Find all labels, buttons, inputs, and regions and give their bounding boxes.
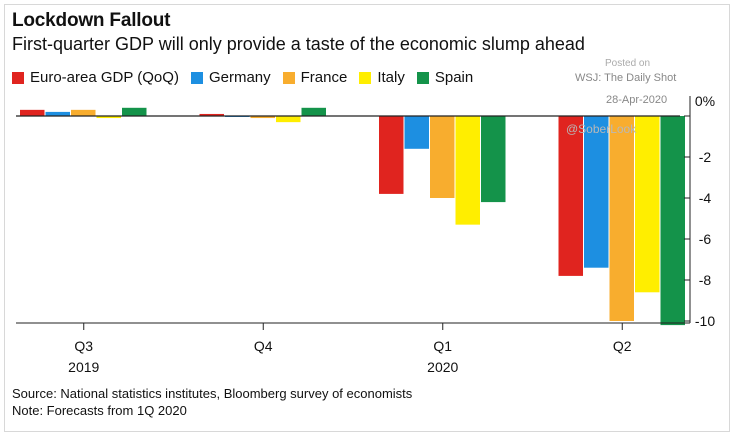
y-tick-label: -10 <box>695 313 715 329</box>
legend-swatch <box>359 71 372 84</box>
x-tick-label: Q1 <box>433 338 452 354</box>
bar <box>660 116 685 326</box>
legend-swatch <box>190 71 203 84</box>
bar <box>20 109 45 116</box>
bar <box>481 116 506 203</box>
bar <box>584 116 609 268</box>
legend-label: Euro-area GDP (QoQ) <box>30 69 179 86</box>
x-year-label: 2020 <box>427 359 458 375</box>
bar <box>96 116 121 119</box>
legend-item-france: France <box>282 69 348 86</box>
credit-handle: @SoberLook <box>566 122 637 136</box>
legend-swatch <box>282 71 295 84</box>
y-tick-label: -6 <box>699 231 712 247</box>
credit-wsj: WSJ: The Daily Shot <box>575 72 677 84</box>
legend-swatch <box>12 71 24 84</box>
bar <box>635 116 660 293</box>
bar <box>455 116 480 225</box>
legend-swatch <box>416 71 429 84</box>
legend-label: Germany <box>208 69 271 86</box>
chart-subtitle: First-quarter GDP will only provide a ta… <box>12 34 585 54</box>
legend-item-spain: Spain <box>416 69 474 86</box>
bar <box>430 116 455 198</box>
legend: Euro-area GDP (QoQ) Germany France Italy… <box>12 69 485 86</box>
source-note: Source: National statistics institutes, … <box>12 386 413 401</box>
x-tick-label: Q4 <box>254 338 273 354</box>
forecast-note: Note: Forecasts from 1Q 2020 <box>12 403 187 418</box>
y-tick-label: -4 <box>699 190 712 206</box>
bar <box>250 116 275 119</box>
bar <box>199 113 224 116</box>
y-tick-label: -2 <box>699 149 712 165</box>
legend-item-italy: Italy <box>359 69 405 86</box>
legend-label: Spain <box>434 69 474 86</box>
bar <box>122 107 147 116</box>
legend-item-euro-area: Euro-area GDP (QoQ) <box>12 69 179 86</box>
bar <box>45 111 70 116</box>
chart-frame <box>4 4 730 432</box>
bar <box>558 116 583 276</box>
legend-item-germany: Germany <box>190 69 271 86</box>
y-tick-label: -8 <box>699 272 712 288</box>
y-tick-label: 0% <box>695 93 715 109</box>
bar <box>609 116 634 321</box>
credit-posted-on: Posted on <box>605 58 651 69</box>
x-year-label: 2019 <box>68 359 99 375</box>
x-tick-label: Q2 <box>613 338 632 354</box>
bar <box>379 116 404 194</box>
credit-date: 28-Apr-2020 <box>606 94 668 106</box>
bar <box>404 116 429 149</box>
bar <box>71 109 96 116</box>
bar <box>301 107 326 116</box>
bar <box>276 116 301 123</box>
chart-title: Lockdown Fallout <box>12 10 171 31</box>
x-tick-label: Q3 <box>74 338 93 354</box>
legend-label: France <box>300 69 348 86</box>
legend-label: Italy <box>377 69 405 86</box>
